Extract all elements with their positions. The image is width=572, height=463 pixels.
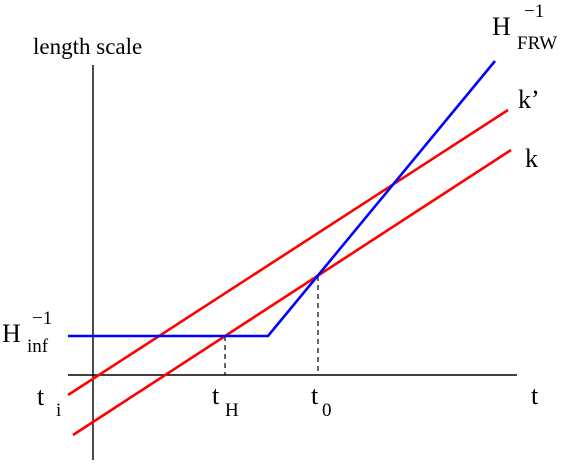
h-frw-label: H: [492, 12, 511, 41]
k-line: [72, 148, 512, 437]
t-0-label: t: [311, 381, 319, 410]
h-frw-sup: −1: [524, 1, 544, 22]
h-inf-label: H: [2, 319, 21, 348]
t-h-sub: H: [225, 400, 239, 421]
k-prime-line: [67, 108, 509, 397]
t-axis-label: t: [531, 381, 539, 410]
y-axis-title: length scale: [33, 34, 142, 59]
h-inf-sub: inf: [27, 336, 49, 357]
h-inf-sup: −1: [32, 308, 52, 329]
k-prime-label: k’: [518, 85, 540, 114]
t-i-label: t: [37, 382, 45, 411]
t-0-sub: 0: [322, 400, 332, 421]
t-h-label: t: [212, 381, 220, 410]
t-i-sub: i: [56, 400, 61, 421]
h-frw-sub: FRW: [517, 33, 557, 54]
k-label: k: [525, 144, 538, 173]
hubble-radius-curve: [68, 60, 497, 338]
